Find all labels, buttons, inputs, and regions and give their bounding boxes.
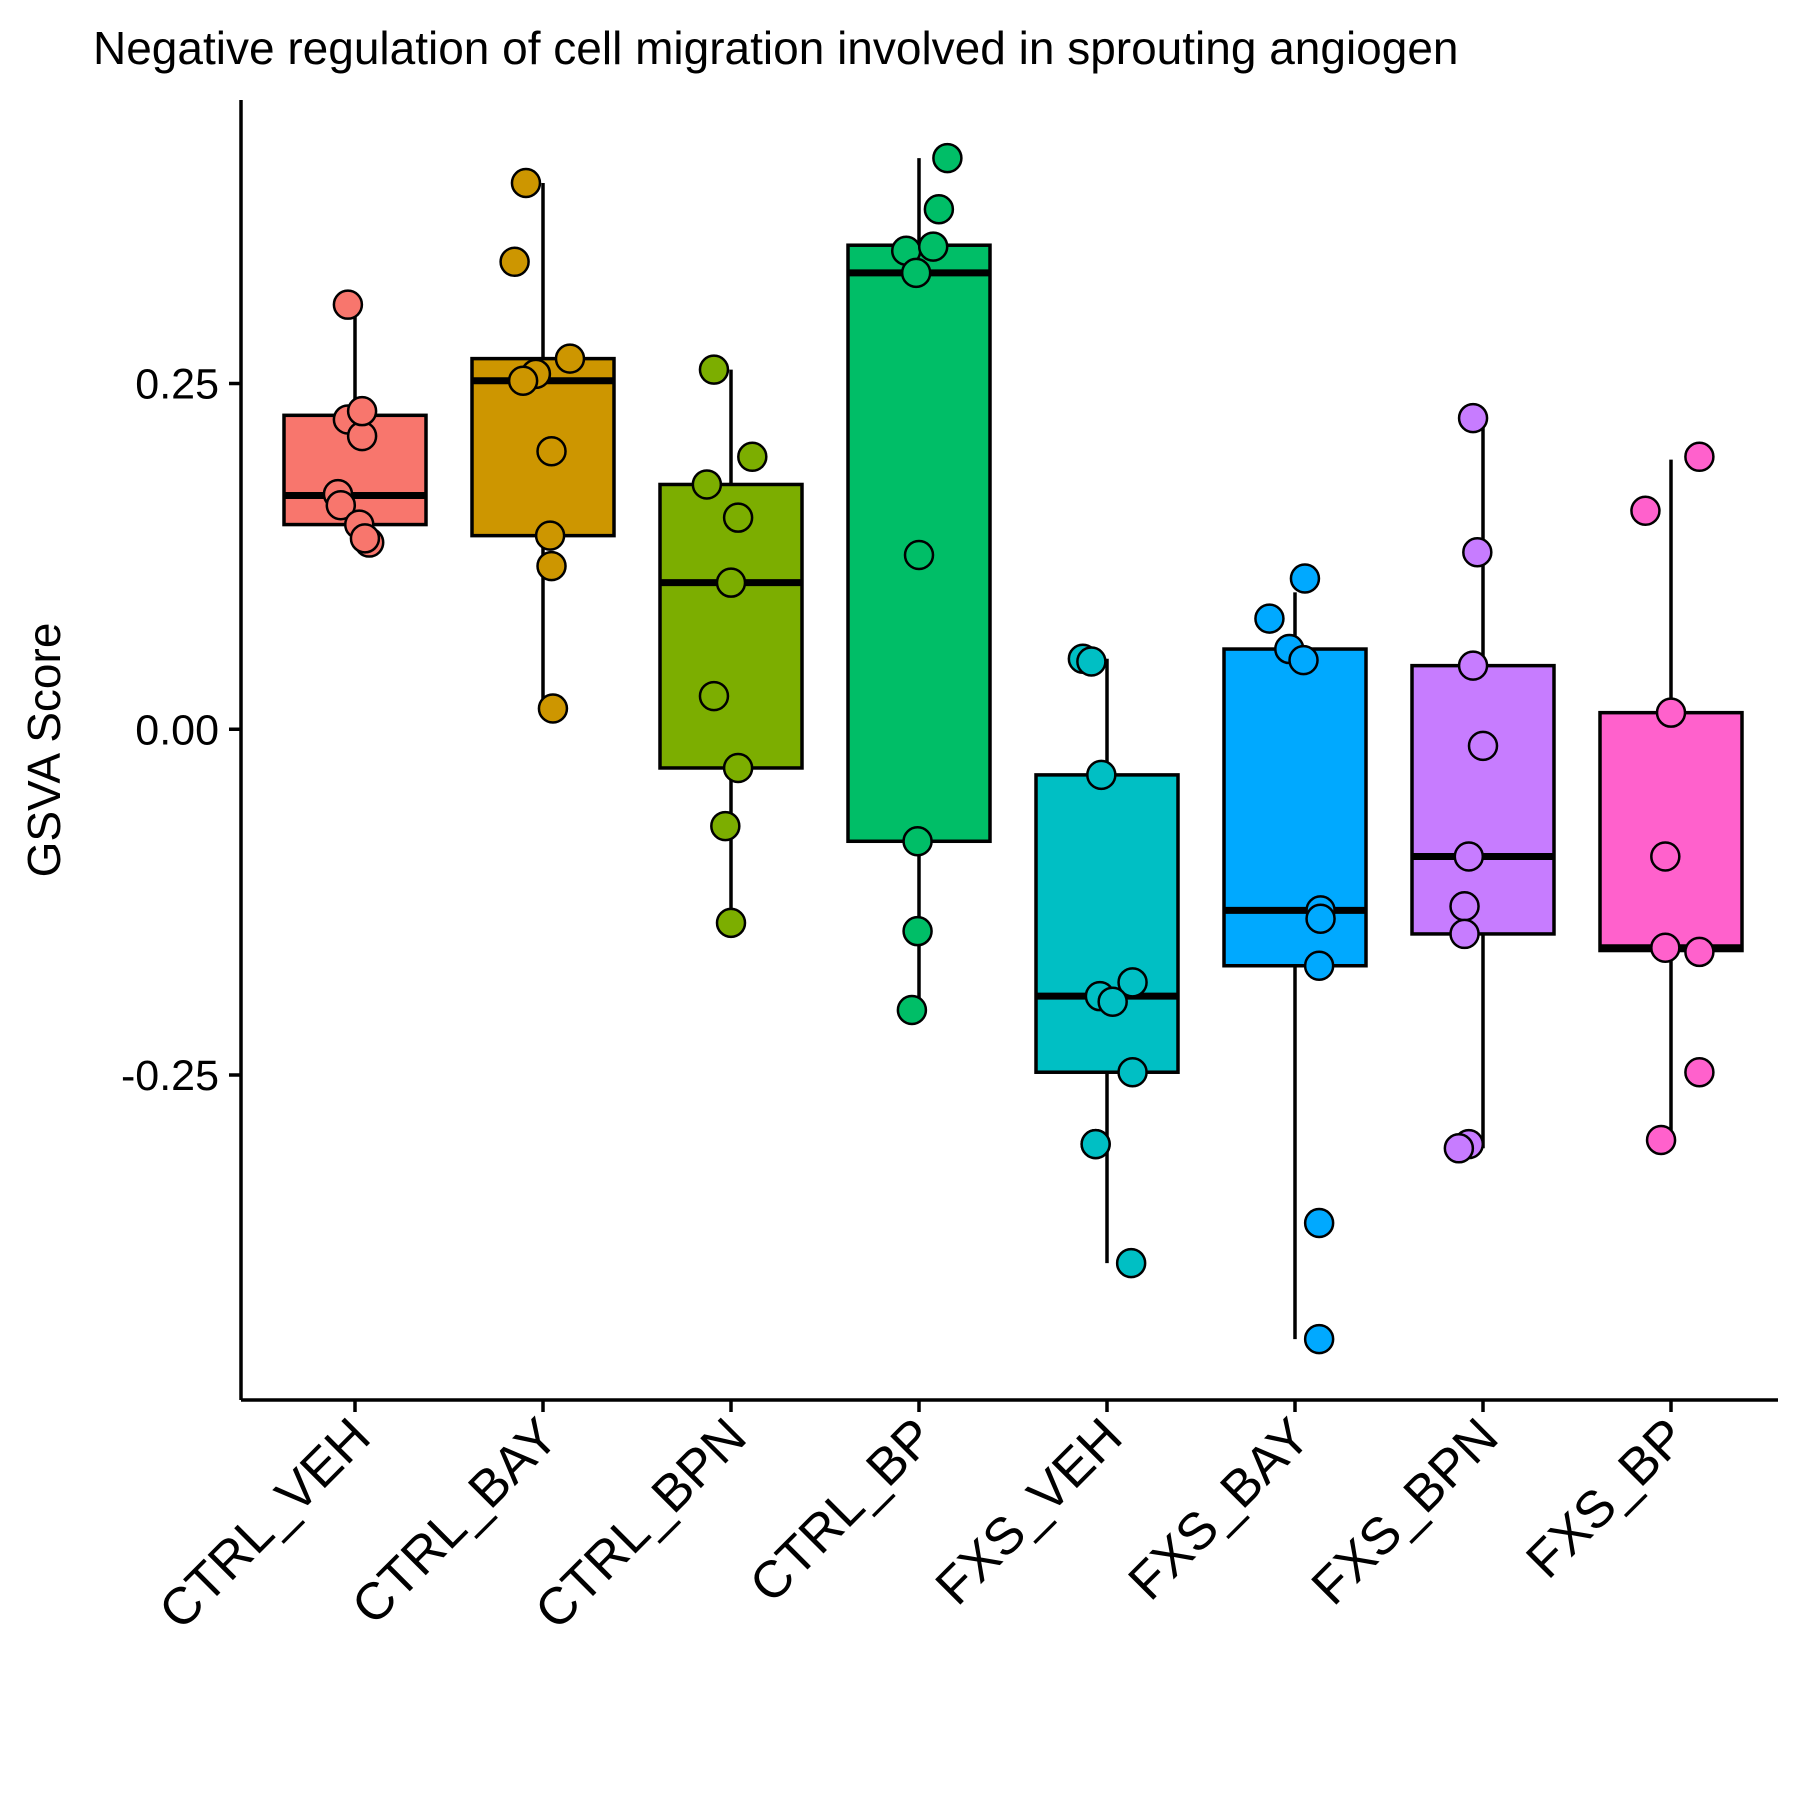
box-fxs-bp bbox=[1598, 710, 1744, 953]
box-group-fxs-bpn bbox=[1410, 418, 1556, 1149]
data-point-ctrl-bp bbox=[923, 194, 955, 225]
x-tick-label: CTRL_VEH bbox=[148, 1407, 381, 1640]
box-fxs-veh bbox=[1034, 773, 1180, 1074]
box-group-fxs-bay bbox=[1222, 592, 1368, 1340]
data-point-ctrl-bpn bbox=[710, 810, 741, 842]
data-point-fxs-bpn bbox=[1453, 841, 1485, 872]
data-point-fxs-veh bbox=[1097, 986, 1128, 1017]
data-point-fxs-bp bbox=[1645, 1124, 1677, 1156]
data-point-fxs-bpn bbox=[1443, 1133, 1475, 1164]
data-point-fxs-bp bbox=[1684, 1056, 1715, 1088]
box-ctrl-bpn bbox=[658, 482, 804, 770]
y-tick-label: 0.25 bbox=[135, 361, 219, 409]
data-point-ctrl-bpn bbox=[722, 752, 754, 784]
points-ctrl-bp bbox=[890, 142, 963, 1026]
data-point-ctrl-veh bbox=[349, 523, 381, 554]
x-tick-label: FXS_BP bbox=[1515, 1407, 1697, 1589]
data-point-ctrl-bay bbox=[499, 246, 530, 278]
data-point-ctrl-veh bbox=[332, 289, 364, 320]
data-point-fxs-veh bbox=[1076, 646, 1107, 677]
data-point-fxs-bay bbox=[1303, 950, 1335, 981]
data-point-fxs-bpn bbox=[1449, 918, 1480, 950]
box-group-fxs-veh bbox=[1034, 658, 1180, 1264]
data-point-fxs-bpn bbox=[1457, 402, 1489, 434]
x-tick-label: FXS_VEH bbox=[925, 1407, 1134, 1616]
data-point-ctrl-bp bbox=[902, 915, 933, 947]
data-point-fxs-bay bbox=[1289, 563, 1321, 594]
data-point-ctrl-bay bbox=[536, 436, 567, 467]
chart-title: Negative regulation of cell migration in… bbox=[93, 22, 1459, 74]
data-point-fxs-bp bbox=[1655, 697, 1687, 728]
data-point-fxs-bay bbox=[1305, 903, 1336, 934]
x-tick-label: FXS_BAY bbox=[1118, 1407, 1322, 1611]
points-fxs-bpn bbox=[1443, 402, 1499, 1164]
box-fxs-bpn bbox=[1410, 663, 1556, 936]
data-point-fxs-bay bbox=[1303, 1323, 1335, 1355]
data-point-ctrl-bp bbox=[917, 231, 949, 262]
data-point-fxs-bp bbox=[1684, 936, 1715, 968]
data-point-fxs-bpn bbox=[1457, 650, 1489, 681]
data-point-ctrl-bay bbox=[507, 365, 539, 396]
data-point-ctrl-bpn bbox=[722, 502, 754, 533]
data-point-fxs-bpn bbox=[1462, 536, 1493, 568]
data-point-ctrl-bpn bbox=[691, 469, 723, 500]
data-point-fxs-veh bbox=[1117, 1056, 1148, 1088]
data-point-ctrl-bay bbox=[554, 343, 586, 374]
box-fxs-bay bbox=[1222, 647, 1368, 968]
data-point-fxs-bp bbox=[1630, 495, 1661, 526]
data-point-fxs-bpn bbox=[1467, 730, 1499, 762]
data-point-fxs-bay bbox=[1254, 603, 1285, 634]
data-point-ctrl-bp bbox=[896, 994, 928, 1026]
data-point-fxs-veh bbox=[1117, 967, 1148, 998]
data-point-ctrl-bp bbox=[903, 539, 935, 571]
data-point-ctrl-bpn bbox=[715, 567, 747, 598]
data-point-ctrl-bp bbox=[900, 257, 932, 289]
data-point-fxs-bp bbox=[1650, 841, 1681, 872]
data-point-ctrl-bay bbox=[537, 693, 569, 724]
x-tick-label: FXS_BPN bbox=[1301, 1407, 1510, 1616]
data-point-fxs-veh bbox=[1086, 759, 1117, 791]
data-point-ctrl-bpn bbox=[715, 907, 747, 939]
data-point-ctrl-bay bbox=[534, 520, 566, 551]
data-point-ctrl-bp bbox=[932, 142, 963, 174]
points-fxs-veh bbox=[1067, 643, 1148, 1279]
data-point-ctrl-bpn bbox=[698, 680, 730, 712]
data-point-fxs-veh bbox=[1115, 1247, 1147, 1279]
data-point-ctrl-bay bbox=[510, 167, 542, 199]
data-point-ctrl-veh bbox=[346, 395, 378, 427]
points-fxs-bp bbox=[1630, 441, 1715, 1156]
data-point-fxs-bp bbox=[1684, 441, 1715, 473]
points-ctrl-bpn bbox=[691, 354, 768, 939]
data-point-ctrl-bay bbox=[536, 550, 567, 582]
x-tick-label: CTRL_BP bbox=[739, 1407, 946, 1614]
y-tick-label: 0.00 bbox=[135, 706, 219, 754]
boxes-layer bbox=[282, 158, 1744, 1340]
data-point-fxs-bp bbox=[1650, 932, 1681, 964]
points-ctrl-veh bbox=[322, 289, 385, 558]
points-fxs-bay bbox=[1254, 563, 1336, 1355]
points-layer bbox=[322, 142, 1715, 1355]
data-point-ctrl-bp bbox=[902, 826, 933, 857]
data-point-fxs-bpn bbox=[1449, 891, 1480, 922]
data-point-ctrl-bpn bbox=[698, 354, 730, 385]
points-ctrl-bay bbox=[499, 167, 586, 724]
data-point-fxs-bay bbox=[1288, 644, 1319, 676]
data-point-ctrl-veh bbox=[325, 489, 357, 521]
data-point-fxs-veh bbox=[1080, 1128, 1111, 1160]
box-group-fxs-bp bbox=[1598, 459, 1744, 1139]
y-axis-title: GSVA Score bbox=[18, 623, 70, 878]
data-point-fxs-bay bbox=[1303, 1207, 1335, 1239]
y-tick-label: -0.25 bbox=[121, 1052, 219, 1100]
data-point-ctrl-bpn bbox=[737, 441, 768, 473]
